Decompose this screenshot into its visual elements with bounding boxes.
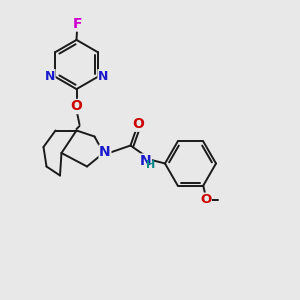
Text: O: O — [132, 117, 144, 131]
Text: N: N — [98, 70, 108, 83]
Text: N: N — [45, 70, 55, 83]
Text: N: N — [140, 154, 151, 168]
Text: H: H — [146, 160, 155, 170]
Text: O: O — [70, 100, 83, 113]
Text: O: O — [200, 193, 211, 206]
Text: F: F — [72, 17, 82, 31]
Text: N: N — [99, 145, 111, 159]
